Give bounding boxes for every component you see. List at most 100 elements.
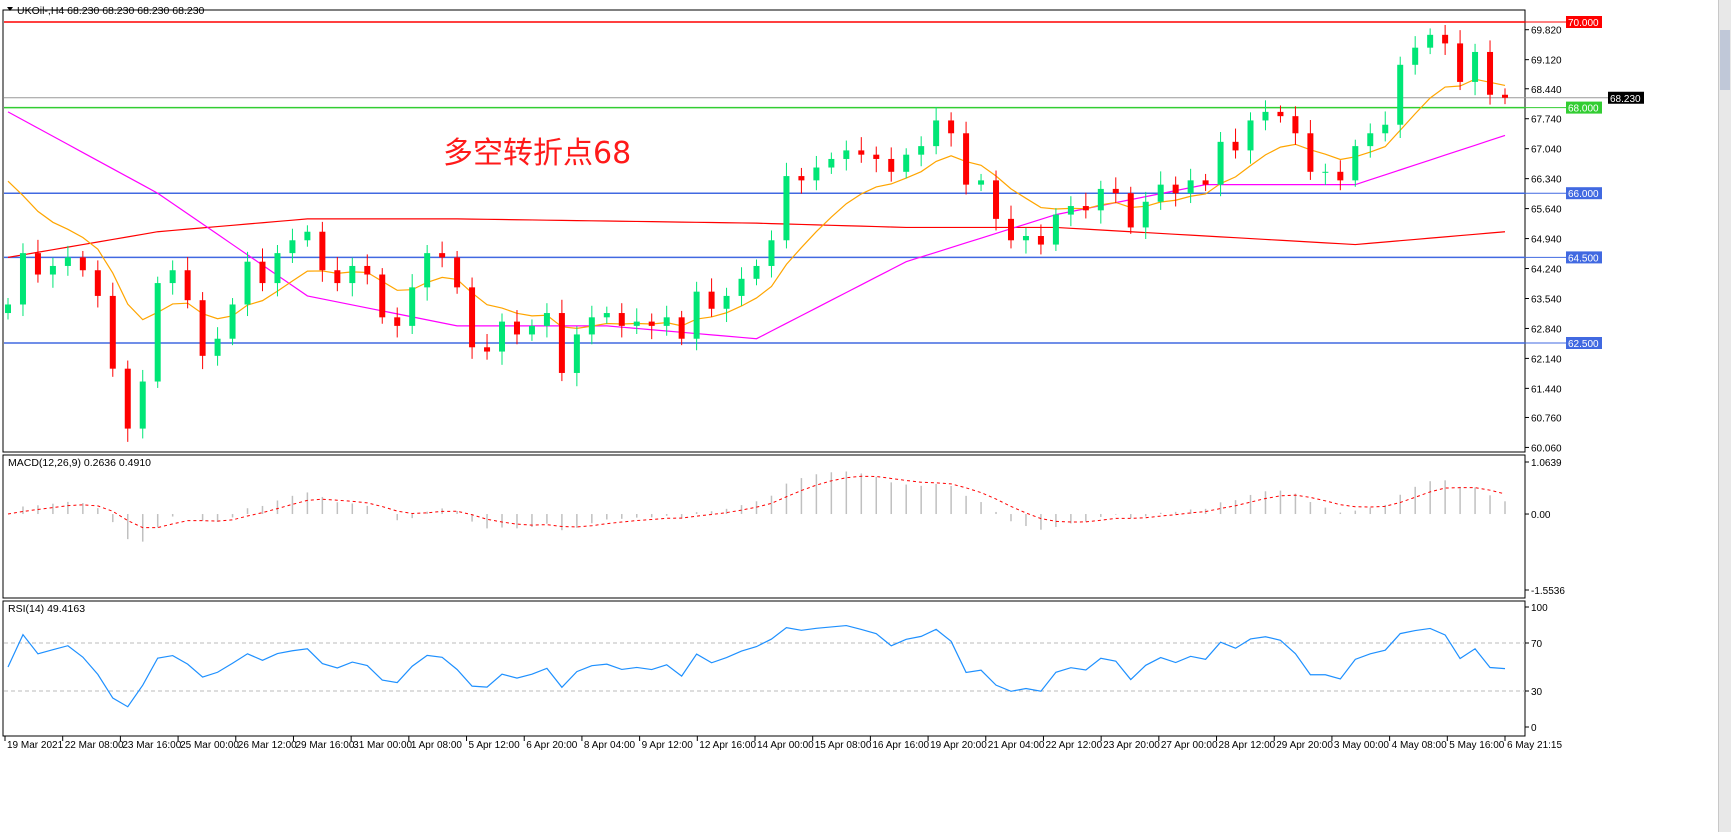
time-tick-label: 5 Apr 12:00 [469, 740, 521, 751]
candle-body [5, 304, 11, 314]
level-label: 62.500 [1568, 339, 1599, 350]
macd-title: MACD(12,26,9) 0.2636 0.4910 [8, 457, 151, 469]
candle-body [648, 321, 655, 326]
candle-body [933, 120, 940, 147]
time-tick-label: 3 May 00:00 [1334, 740, 1389, 751]
candle-body [558, 313, 565, 373]
candle-body [543, 313, 550, 326]
candle-body [1397, 64, 1404, 125]
candle-body [1052, 214, 1059, 245]
mid-ma-line [7, 111, 1506, 340]
candle-body [1352, 146, 1359, 181]
time-tick-label: 29 Mar 16:00 [295, 740, 354, 751]
candle-body [603, 313, 610, 318]
candle-body [139, 381, 146, 429]
candle-body [109, 295, 116, 369]
time-tick-label: 19 Mar 2021 [7, 740, 64, 751]
candle-body [94, 270, 101, 296]
candle-body [738, 278, 745, 296]
candle-body [229, 304, 236, 339]
candle-body [1247, 120, 1254, 151]
level-label: 64.500 [1568, 253, 1599, 264]
candle-body [903, 154, 910, 172]
candle-body [394, 317, 401, 326]
candle-body [1142, 201, 1149, 228]
time-tick-label: 25 Mar 00:00 [180, 740, 239, 751]
candle-body [1097, 188, 1104, 211]
time-tick-label: 5 May 16:00 [1449, 740, 1504, 751]
dropdown-triangle-icon[interactable] [7, 7, 13, 11]
candle-body [948, 120, 955, 134]
candle-body [528, 325, 535, 335]
candle-body [349, 265, 356, 284]
candle-body [1412, 47, 1419, 65]
macd-tick-label: 1.0639 [1531, 458, 1562, 469]
scrollbar-thumb[interactable] [1720, 30, 1730, 90]
time-tick-label: 9 Apr 12:00 [642, 740, 694, 751]
candle-body [19, 253, 26, 305]
candle-body [513, 321, 520, 335]
macd-pane [2, 454, 1526, 599]
time-tick-label: 15 Apr 08:00 [815, 740, 872, 751]
candle-body [1367, 133, 1374, 147]
y-tick-label: 62.840 [1531, 324, 1562, 335]
candle-body [918, 146, 925, 155]
candle-body [364, 265, 371, 275]
candle-body [1502, 94, 1508, 98]
y-tick-label: 67.040 [1531, 145, 1562, 156]
main-pane [2, 9, 1526, 453]
candle-body [618, 313, 625, 326]
vertical-scrollbar[interactable] [1718, 0, 1731, 832]
macd-tick-label: -1.5536 [1531, 586, 1565, 597]
candle-body [1442, 34, 1449, 44]
candle-body [1112, 188, 1119, 194]
candle-body [424, 253, 431, 288]
candle-body [888, 158, 895, 172]
candle-body [978, 180, 985, 185]
candle-body [693, 291, 700, 339]
candle-body [304, 231, 311, 241]
candle-body [64, 257, 71, 266]
macd-tick-label: 0.00 [1531, 510, 1551, 521]
candle-body [1202, 180, 1209, 185]
time-tick-label: 26 Mar 12:00 [238, 740, 297, 751]
candle-body [199, 300, 206, 356]
time-tick-label: 22 Apr 12:00 [1045, 740, 1102, 751]
y-tick-label: 60.760 [1531, 413, 1562, 424]
candle-body [124, 368, 131, 429]
rsi-tick-label: 70 [1531, 639, 1543, 650]
macd-signal-line [7, 475, 1506, 529]
time-tick-label: 23 Mar 16:00 [122, 740, 181, 751]
candle-body [49, 265, 56, 275]
candle-body [244, 261, 251, 305]
y-tick-label: 68.440 [1531, 85, 1562, 96]
candle-body [1157, 184, 1164, 202]
candle-body [768, 240, 775, 266]
y-tick-label: 60.060 [1531, 443, 1562, 454]
candle-body [753, 265, 760, 279]
candle-body [409, 287, 416, 326]
candle-body [1457, 43, 1464, 82]
candle-body [1067, 206, 1074, 215]
candle-body [1217, 141, 1224, 185]
candle-body [1337, 171, 1344, 181]
time-tick-label: 27 Apr 00:00 [1161, 740, 1218, 751]
candle-body [1292, 116, 1299, 134]
candle-body [169, 270, 176, 284]
candle-body [798, 176, 805, 181]
candle-body [214, 338, 221, 356]
candle-body [79, 257, 86, 271]
candle-body [1082, 206, 1089, 211]
candle-body [1427, 34, 1434, 48]
candle-body [454, 257, 461, 288]
candle-body [184, 270, 191, 301]
slow-ma-line [7, 218, 1506, 258]
candle-body [1127, 193, 1134, 228]
candle-body [379, 274, 386, 318]
candle-body [678, 317, 685, 339]
time-tick-label: 6 May 21:15 [1507, 740, 1562, 751]
y-tick-label: 61.440 [1531, 384, 1562, 395]
candle-body [469, 287, 476, 348]
time-tick-label: 8 Apr 04:00 [584, 740, 636, 751]
